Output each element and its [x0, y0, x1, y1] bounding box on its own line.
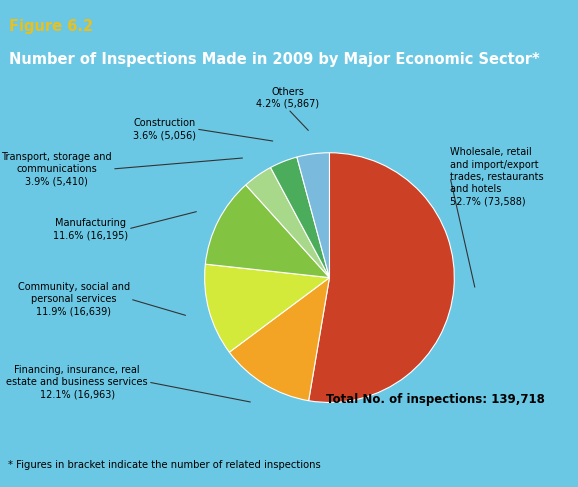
Text: Wholesale, retail
and import/export
trades, restaurants
and hotels
52.7% (73,588: Wholesale, retail and import/export trad…	[450, 147, 544, 207]
Text: Total No. of inspections: 139,718: Total No. of inspections: 139,718	[325, 393, 544, 406]
Text: Figure 6.2: Figure 6.2	[9, 19, 93, 34]
Text: Others
4.2% (5,867): Others 4.2% (5,867)	[257, 87, 320, 109]
Wedge shape	[297, 153, 329, 278]
Wedge shape	[229, 278, 329, 401]
Wedge shape	[309, 153, 454, 402]
Wedge shape	[246, 168, 329, 278]
Wedge shape	[205, 185, 329, 278]
Text: Manufacturing
11.6% (16,195): Manufacturing 11.6% (16,195)	[53, 218, 128, 240]
Wedge shape	[271, 157, 329, 278]
Text: Community, social and
personal services
11.9% (16,639): Community, social and personal services …	[18, 281, 130, 317]
Text: Construction
3.6% (5,056): Construction 3.6% (5,056)	[133, 118, 196, 140]
Text: Transport, storage and
communications
3.9% (5,410): Transport, storage and communications 3.…	[1, 151, 112, 187]
Wedge shape	[205, 264, 329, 352]
Text: * Figures in bracket indicate the number of related inspections: * Figures in bracket indicate the number…	[8, 460, 321, 470]
Text: Number of Inspections Made in 2009 by Major Economic Sector*: Number of Inspections Made in 2009 by Ma…	[9, 52, 539, 67]
Text: Financing, insurance, real
estate and business services
12.1% (16,963): Financing, insurance, real estate and bu…	[6, 365, 148, 399]
